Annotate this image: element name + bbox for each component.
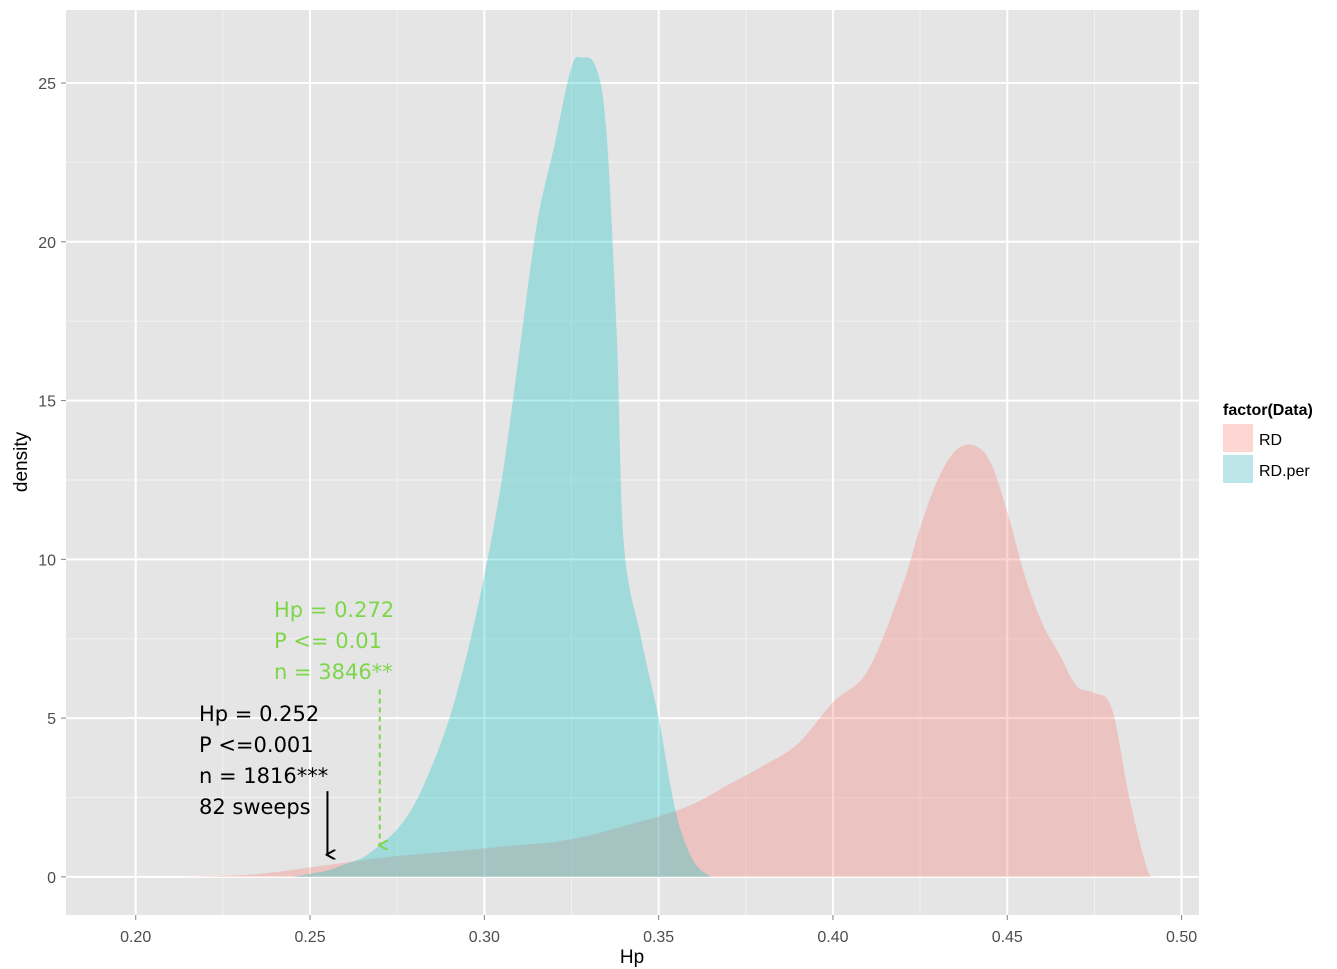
legend: factor(Data) RD RD.per xyxy=(1223,402,1313,483)
legend-label-rd-per: RD.per xyxy=(1259,463,1310,480)
plot-panel xyxy=(66,10,1199,915)
annotation-text-line: Hp = 0.272 xyxy=(274,598,394,622)
annotation-text-line: 82 sweeps xyxy=(199,795,311,819)
annotations: Hp = 0.272 P <= 0.01 n = 3846** Hp = 0.252 P… xyxy=(199,598,394,855)
x-tick-label: 0.30 xyxy=(469,929,500,946)
annotation-text-line: n = 1816*** xyxy=(199,764,328,788)
density-areas xyxy=(188,56,1154,877)
x-tick-label: 0.20 xyxy=(120,929,151,946)
x-tick-label: 0.50 xyxy=(1166,929,1197,946)
y-tick-label: 15 xyxy=(38,394,56,411)
x-tick-label: 0.45 xyxy=(992,929,1023,946)
legend-title: factor(Data) xyxy=(1223,402,1313,419)
annotation-text-line: n = 3846** xyxy=(274,660,393,684)
y-tick-label: 5 xyxy=(47,711,56,728)
legend-label-rd: RD xyxy=(1259,432,1282,449)
x-tick-label: 0.35 xyxy=(643,929,674,946)
y-axis-title: density xyxy=(11,431,32,492)
legend-key-rd-per xyxy=(1223,455,1253,483)
density-area-rd-per xyxy=(292,56,711,877)
annotation-text-line: Hp = 0.252 xyxy=(199,702,319,726)
major-gridlines xyxy=(66,10,1199,915)
x-tick-label: 0.25 xyxy=(294,929,325,946)
x-axis-title: Hp xyxy=(620,947,644,968)
minor-gridlines xyxy=(66,10,1199,915)
axis-ticks: 0.20 0.25 0.30 0.35 0.40 0.45 0.50 0 5 10 15 20 25 xyxy=(38,76,1197,946)
annotation-text-line: P <= 0.01 xyxy=(274,629,382,653)
y-tick-label: 0 xyxy=(47,870,56,887)
y-tick-label: 10 xyxy=(38,552,56,569)
y-tick-label: 25 xyxy=(38,76,56,93)
y-tick-label: 20 xyxy=(38,235,56,252)
annotation-text-line: P <=0.001 xyxy=(199,733,314,757)
density-area-rd xyxy=(188,444,1154,877)
x-tick-label: 0.40 xyxy=(817,929,848,946)
legend-key-rd xyxy=(1223,424,1253,452)
